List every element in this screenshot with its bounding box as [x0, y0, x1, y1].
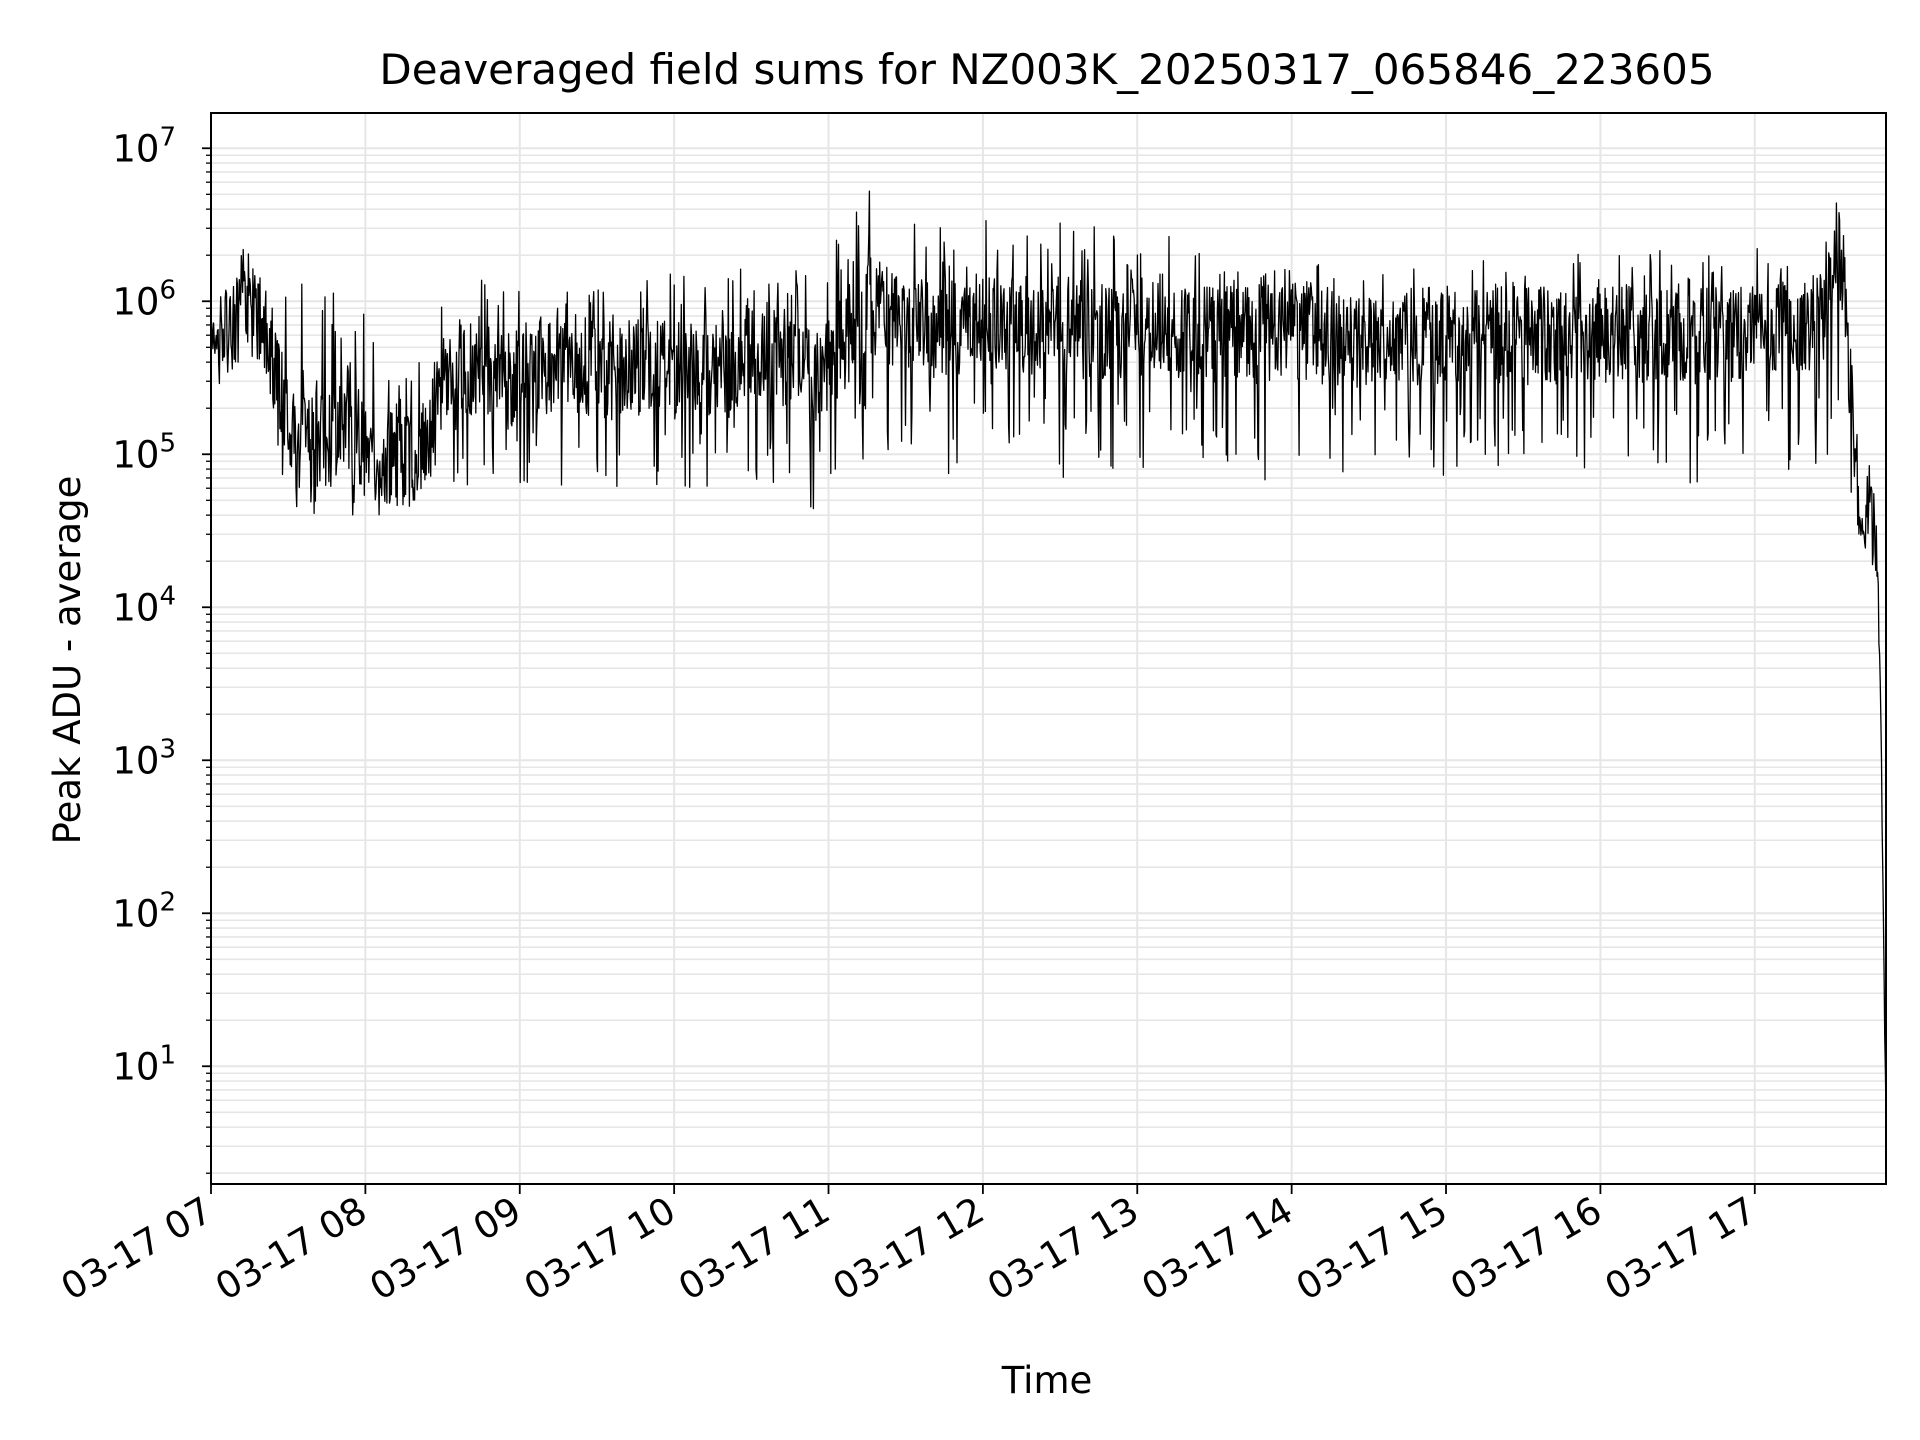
axes-frame — [210, 112, 1887, 1185]
y-tick-label: 101 — [112, 1040, 176, 1088]
y-tick-label: 103 — [112, 734, 176, 782]
y-axis-label: Peak ADU - average — [46, 476, 89, 845]
y-tick-label: 107 — [112, 122, 176, 170]
x-axis-label: Time — [1001, 1359, 1093, 1402]
y-tick-label: 102 — [112, 887, 176, 935]
chart-title: Deaveraged field sums for NZ003K_2025031… — [379, 45, 1714, 94]
series — [210, 190, 1887, 1119]
grid — [210, 113, 1886, 1184]
y-tick-label: 105 — [112, 428, 176, 476]
series-line — [210, 190, 1887, 1119]
y-tick-label: 106 — [112, 275, 176, 323]
y-tick-label: 104 — [112, 581, 176, 629]
